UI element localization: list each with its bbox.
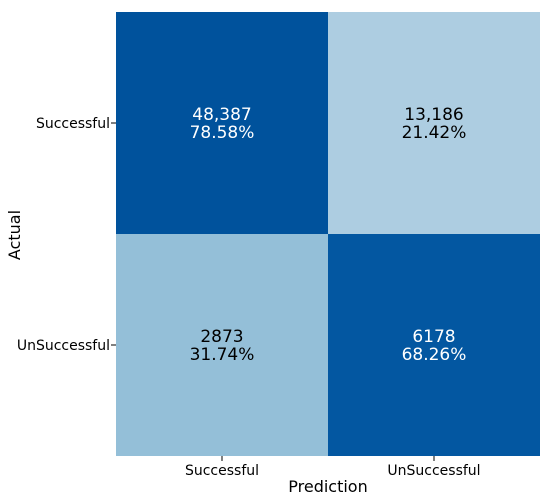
cell-count-actual-unsuccessful-predicted-successful: 2873	[200, 327, 243, 347]
cell-percent-actual-unsuccessful-predicted-unsuccessful: 68.26%	[402, 345, 467, 365]
x-axis-label: Prediction	[288, 477, 367, 496]
cell-actual-unsuccessful-predicted-unsuccessful	[328, 234, 540, 456]
cell-count-actual-successful-predicted-successful: 48,387	[192, 105, 251, 125]
cell-count-actual-successful-predicted-unsuccessful: 13,186	[404, 105, 463, 125]
y-axis-ticks: Successful UnSuccessful	[17, 116, 116, 354]
x-tick-label-successful: Successful	[185, 463, 259, 479]
cell-percent-actual-successful-predicted-unsuccessful: 21.42%	[402, 123, 467, 143]
cell-count-actual-unsuccessful-predicted-unsuccessful: 6178	[412, 327, 455, 347]
cell-actual-successful-predicted-unsuccessful	[328, 12, 540, 234]
y-tick-label-unsuccessful: UnSuccessful	[17, 338, 110, 354]
cell-percent-actual-unsuccessful-predicted-successful: 31.74%	[190, 345, 255, 365]
y-axis-label: Actual	[5, 210, 24, 260]
cell-actual-successful-predicted-successful	[116, 12, 328, 234]
y-tick-label-successful: Successful	[36, 116, 110, 132]
x-axis-ticks: Successful UnSuccessful	[185, 456, 481, 479]
cell-percent-actual-successful-predicted-successful: 78.58%	[190, 123, 255, 143]
x-tick-label-unsuccessful: UnSuccessful	[387, 463, 480, 479]
axes: Successful UnSuccessful Successful UnSucce…	[5, 116, 481, 496]
cell-actual-unsuccessful-predicted-successful	[116, 234, 328, 456]
